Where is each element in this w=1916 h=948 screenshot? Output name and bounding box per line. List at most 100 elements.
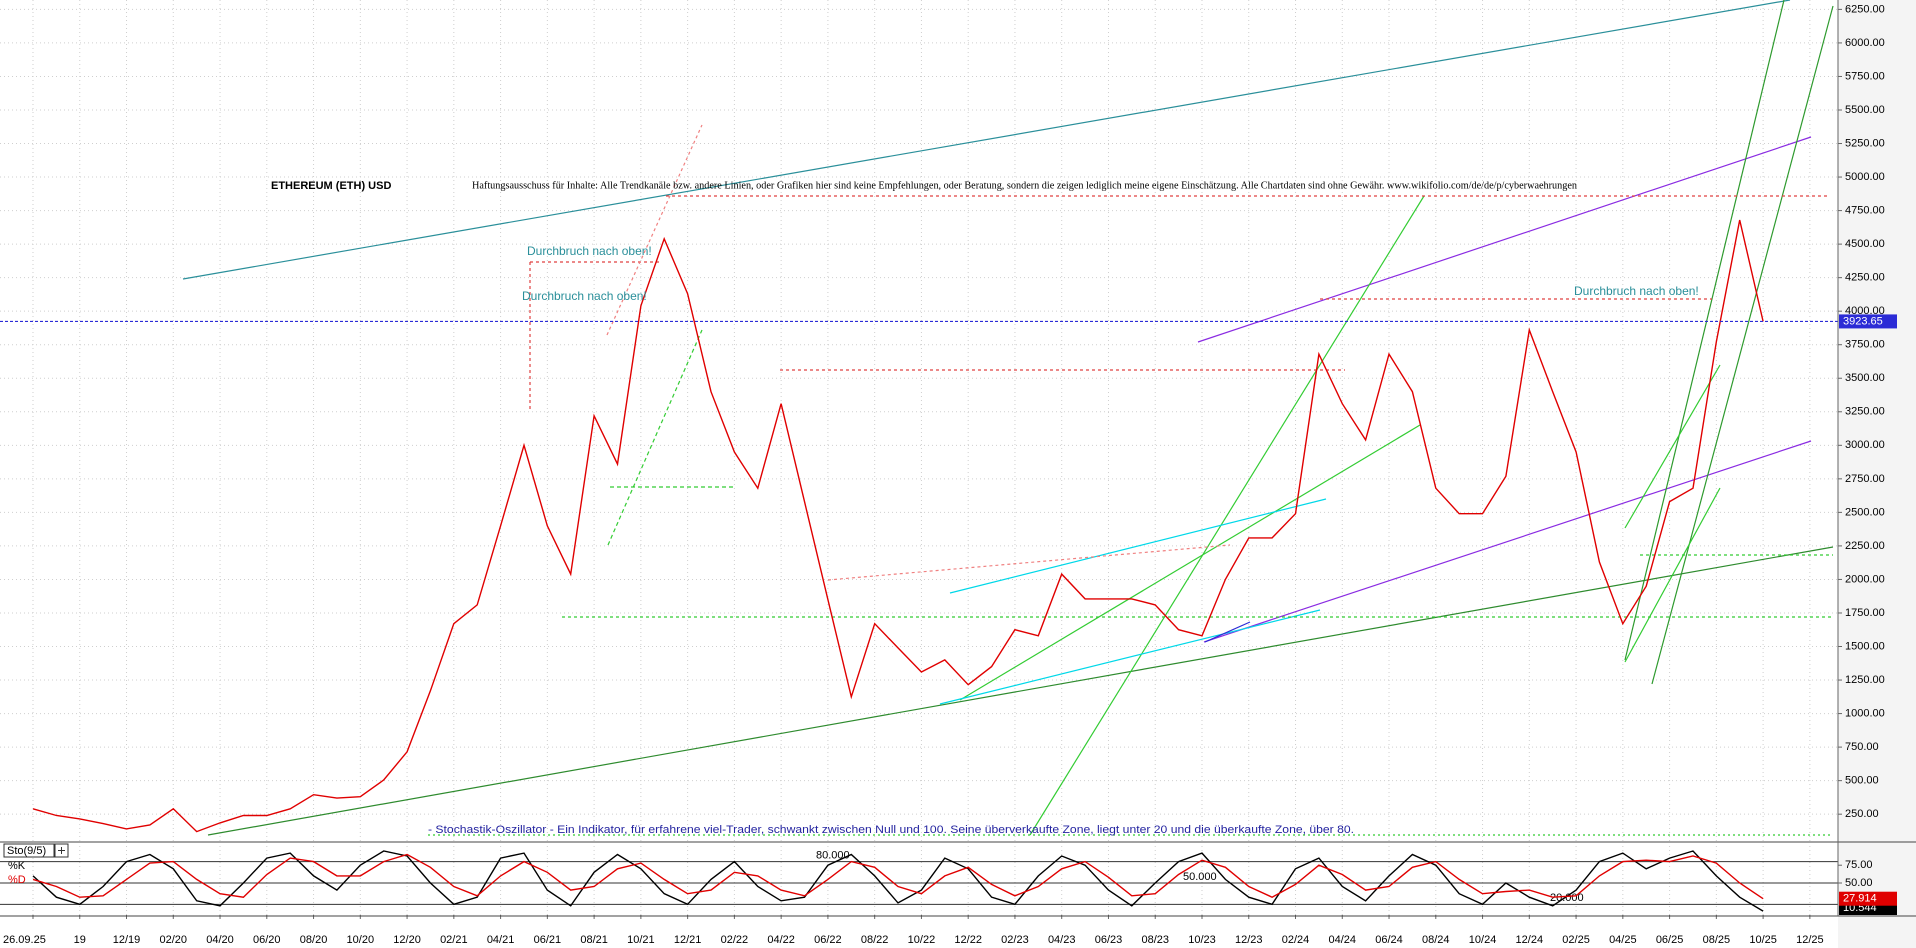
x-tick-label: 12/22: [954, 934, 982, 946]
trendline: [959, 424, 1421, 701]
level-label: 50.000: [1183, 871, 1217, 883]
y-tick-label: 50.00: [1845, 877, 1873, 889]
x-tick-label: 04/24: [1329, 934, 1357, 946]
y-tick-label: 6250.00: [1845, 3, 1885, 15]
y-tick-label: 4250.00: [1845, 272, 1885, 284]
y-tick-label: 4500.00: [1845, 238, 1885, 250]
level-label: 80.000: [816, 850, 850, 862]
y-tick-label: 1750.00: [1845, 607, 1885, 619]
legend-label: %D: [8, 874, 26, 886]
x-tick-label: 10/22: [908, 934, 936, 946]
x-tick-label: 08/22: [861, 934, 889, 946]
last-price-label: 3923.65: [1843, 315, 1883, 327]
trendline: [1204, 621, 1251, 643]
x-tick-label: 06/20: [253, 934, 281, 946]
legend-label: %K: [8, 860, 26, 872]
x-tick-label: 10/21: [627, 934, 655, 946]
trendline: [182, 0, 1791, 280]
oscillator-line: [32, 853, 1764, 900]
trendlines: [182, 0, 1834, 836]
x-tick-label: 06/25: [1656, 934, 1684, 946]
x-tick-label: 12/20: [393, 934, 421, 946]
x-tick-label: 02/20: [160, 934, 188, 946]
trendline: [939, 609, 1321, 705]
y-tick-label: 3250.00: [1845, 406, 1885, 418]
y-tick-label: 5000.00: [1845, 171, 1885, 183]
x-tick-label: 10/23: [1188, 934, 1216, 946]
x-tick-label: 12/23: [1235, 934, 1263, 946]
x-tick-label: 04/20: [206, 934, 234, 946]
trendline: [827, 544, 1231, 581]
trendline: [1651, 5, 1834, 685]
x-tick-label: 02/24: [1282, 934, 1310, 946]
x-tick-label: 02/21: [440, 934, 468, 946]
trendline: [606, 124, 703, 336]
chart-title: ETHEREUM (ETH) USD: [271, 180, 391, 192]
trendline: [1624, 487, 1721, 663]
y-tick-label: 3500.00: [1845, 372, 1885, 384]
last-value-label: 27.914: [1843, 893, 1877, 905]
grid-layer: [0, 0, 1838, 915]
y-tick-label: 75.00: [1845, 859, 1873, 871]
y-tick-label: 1250.00: [1845, 674, 1885, 686]
y-tick-label: 2250.00: [1845, 540, 1885, 552]
trendline: [949, 498, 1327, 594]
trendline: [207, 546, 1834, 836]
trendline: [1197, 136, 1812, 343]
x-tick-label: 06/23: [1095, 934, 1123, 946]
indicator-title: Sto(9/5): [7, 845, 46, 857]
x-tick-label: 10/20: [347, 934, 375, 946]
annotation: Durchbruch nach oben!: [1574, 284, 1699, 298]
trendline: [1203, 440, 1812, 643]
x-tick-label: 02/25: [1562, 934, 1590, 946]
x-tick-label: 10/24: [1469, 934, 1497, 946]
y-tick-label: 2500.00: [1845, 506, 1885, 518]
x-tick-label: 08/20: [300, 934, 328, 946]
y-tick-label: 250.00: [1845, 808, 1879, 820]
y-tick-label: 1000.00: [1845, 707, 1885, 719]
x-tick-label: 19: [74, 934, 86, 946]
x-tick-label: 06/22: [814, 934, 842, 946]
y-tick-label: 500.00: [1845, 775, 1879, 787]
x-tick-label: 08/25: [1703, 934, 1731, 946]
plot-layer: 250.00 500.00 750.00 1000.00 1250.00 1500.00 1…: [0, 3, 1897, 946]
y-tick-label: 5500.00: [1845, 104, 1885, 116]
x-tick-label: 08/23: [1141, 934, 1169, 946]
x-tick-label: 10/25: [1749, 934, 1777, 946]
trendline: [1624, 364, 1721, 529]
x-tick-label: 02/23: [1001, 934, 1029, 946]
x-tick-label: 12/21: [674, 934, 702, 946]
expand-icon: [58, 847, 65, 854]
y-tick-label: 3750.00: [1845, 339, 1885, 351]
x-tick-label: 06/21: [534, 934, 562, 946]
trendline: [1029, 195, 1425, 836]
x-tick-label: 08/21: [580, 934, 608, 946]
y-tick-label: 4000.00: [1845, 305, 1885, 317]
x-tick-label: 04/21: [487, 934, 515, 946]
x-tick-label: 02/22: [721, 934, 749, 946]
trendline: [1624, 0, 1785, 661]
last-price-box: [1839, 314, 1897, 329]
y-tick-label: 3000.00: [1845, 439, 1885, 451]
x-tick-label: 04/25: [1609, 934, 1637, 946]
y-tick-label: 2750.00: [1845, 473, 1885, 485]
annotation: Durchbruch nach oben!: [522, 289, 647, 303]
x-tick-label: 12/24: [1516, 934, 1544, 946]
x-tick-label: 06/24: [1375, 934, 1403, 946]
price-line: [32, 219, 1764, 833]
indicator-description: - Stochastik-Oszillator - Ein Indikator,…: [428, 824, 1354, 836]
y-tick-label: 5750.00: [1845, 70, 1885, 82]
indicator-title-box: [3, 843, 55, 858]
x-tick-label: 26.09.25: [3, 934, 46, 946]
x-tick-label: 12/19: [113, 934, 141, 946]
y-tick-label: 4750.00: [1845, 204, 1885, 216]
oscillator-line: [32, 850, 1764, 912]
x-tick-label: 08/24: [1422, 934, 1450, 946]
x-tick-label: 12/25: [1796, 934, 1824, 946]
y-tick-label: 2000.00: [1845, 573, 1885, 585]
y-tick-label: 5250.00: [1845, 137, 1885, 149]
y-tick-label: 1500.00: [1845, 640, 1885, 652]
y-tick-label: 750.00: [1845, 741, 1879, 753]
